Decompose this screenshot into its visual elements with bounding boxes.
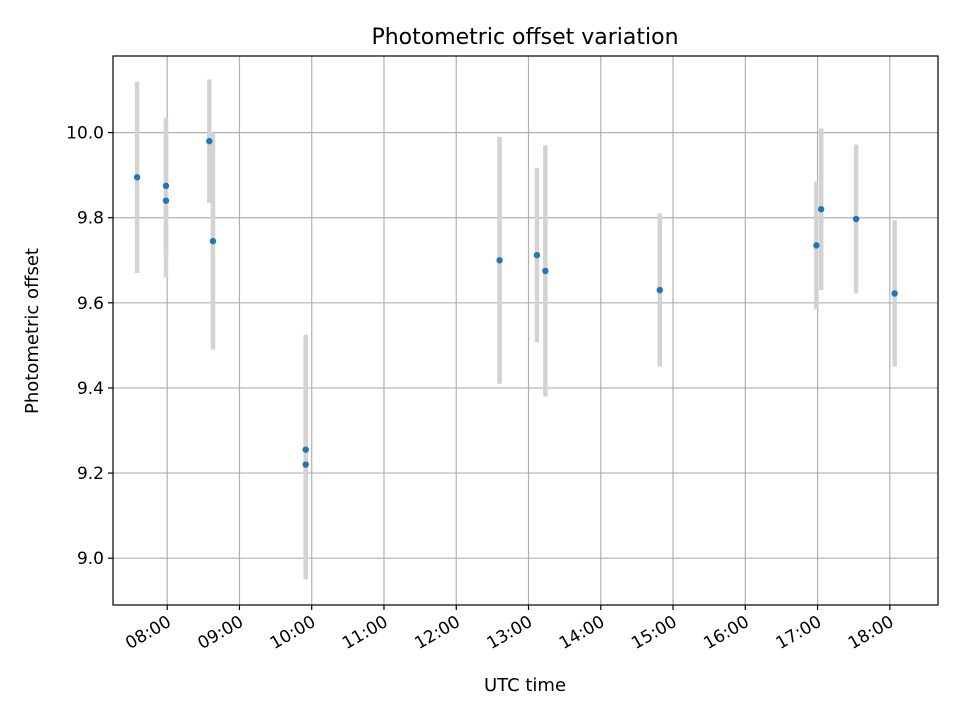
data-point: [302, 446, 309, 453]
y-tick-label: 9.6: [77, 294, 104, 314]
y-tick-label: 9.4: [77, 379, 104, 399]
data-point: [162, 197, 170, 204]
data-point: [813, 242, 820, 249]
y-tick-label: 9.0: [77, 549, 104, 569]
data-point: [133, 174, 141, 181]
data-point: [542, 267, 549, 275]
y-tick-label: 9.2: [77, 464, 104, 484]
data-point: [209, 237, 217, 245]
data-point: [852, 215, 860, 223]
data-point: [496, 257, 503, 264]
y-tick-label: 9.8: [77, 209, 104, 229]
grid-lines: [113, 56, 938, 605]
x-axis-label: UTC time: [484, 675, 566, 696]
plot-frame: [112, 55, 939, 606]
y-axis-ticks: 9.0 9.2 9.4 9.6 9.8 10.0: [66, 124, 113, 569]
data-point: [302, 461, 309, 468]
data-point: [656, 286, 663, 294]
data-points: [133, 137, 898, 468]
data-point: [533, 251, 541, 259]
data-point: [206, 137, 213, 145]
chart-title: Photometric offset variation: [371, 25, 678, 50]
data-point: [162, 182, 170, 190]
data-point: [891, 290, 898, 297]
y-axis-label: Photometric offset: [22, 248, 43, 414]
data-point: [817, 206, 825, 213]
y-tick-label: 10.0: [66, 124, 104, 144]
